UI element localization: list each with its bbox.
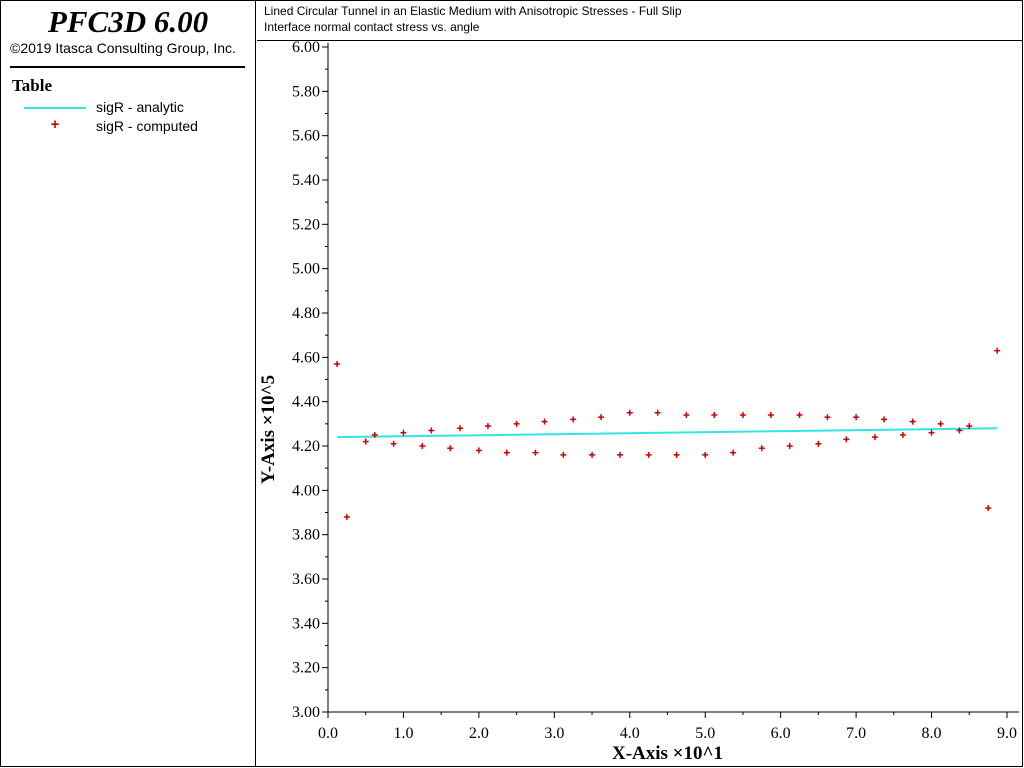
- y-tick-label-10: 5.00: [292, 261, 320, 278]
- series-computed: [334, 347, 1001, 520]
- data-point: [362, 438, 369, 445]
- chart-subtitle: Interface normal contact stress vs. angl…: [264, 20, 480, 34]
- data-point: [815, 440, 822, 447]
- y-tick-label-0: 3.00: [292, 704, 320, 721]
- data-point: [475, 447, 482, 454]
- x-tick-label-6: 6.0: [771, 725, 791, 742]
- y-tick-label-15: 6.00: [292, 39, 320, 56]
- data-point: [570, 416, 577, 423]
- x-tick-label-1: 1.0: [393, 725, 413, 742]
- chart-header: Lined Circular Tunnel in an Elastic Medi…: [257, 0, 1023, 41]
- data-point: [541, 418, 548, 425]
- data-point: [673, 451, 680, 458]
- legend-label-computed: sigR - computed: [96, 118, 198, 134]
- data-point: [937, 420, 944, 427]
- x-tick-label-2: 2.0: [469, 725, 489, 742]
- y-tick-label-12: 5.40: [292, 172, 320, 189]
- data-point: [824, 414, 831, 421]
- data-point: [928, 429, 935, 436]
- x-tick-label-0: 0.0: [318, 725, 338, 742]
- y-tick-label-4: 3.80: [292, 527, 320, 544]
- series-analytic: [337, 427, 998, 439]
- data-point: [899, 431, 906, 438]
- data-point: [871, 434, 878, 441]
- y-tick-label-11: 5.20: [292, 216, 320, 233]
- x-tick-label-8: 8.0: [922, 725, 942, 742]
- data-point: [654, 409, 661, 416]
- x-tick-label-5: 5.0: [695, 725, 715, 742]
- y-tick-label-5: 4.00: [292, 482, 320, 499]
- data-point: [711, 411, 718, 418]
- data-point: [532, 449, 539, 456]
- data-point: [457, 425, 464, 432]
- data-point: [626, 409, 633, 416]
- x-axis-label: X-Axis ×10^1: [612, 743, 723, 764]
- legend-label-analytic: sigR - analytic: [96, 99, 184, 115]
- axes: 3.00 3.20 3.40 3.60 3.80 4.00 4.20 4.40 4.60 4.80…: [258, 39, 1019, 764]
- data-point: [428, 427, 435, 434]
- data-point: [589, 451, 596, 458]
- data-point: [739, 411, 746, 418]
- chart-title: Lined Circular Tunnel in an Elastic Medi…: [264, 4, 682, 18]
- y-tick-label-7: 4.40: [292, 394, 320, 411]
- analytic-line: [337, 427, 998, 439]
- data-point: [343, 513, 350, 520]
- y-tick-label-8: 4.60: [292, 349, 320, 366]
- line-icon: [24, 107, 86, 109]
- data-point: [966, 423, 973, 430]
- data-point: [758, 445, 765, 452]
- data-point: [767, 411, 774, 418]
- panel-divider: [10, 66, 245, 68]
- data-point: [334, 360, 341, 367]
- y-tick-label-14: 5.80: [292, 83, 320, 100]
- data-point: [786, 443, 793, 449]
- data-point: [371, 431, 378, 438]
- data-point: [400, 429, 407, 436]
- data-point: [419, 443, 426, 449]
- y-axis-label: Y-Axis ×10^5: [258, 375, 279, 484]
- y-tick-label-13: 5.60: [292, 128, 320, 145]
- x-tick-label-7: 7.0: [846, 725, 866, 742]
- data-point: [796, 411, 803, 418]
- legend-title: Table: [12, 76, 53, 95]
- data-point: [513, 420, 520, 427]
- data-point: [956, 427, 963, 434]
- data-point: [730, 449, 737, 456]
- y-tick-label-6: 4.20: [292, 438, 320, 455]
- plus-marker-icon: +: [50, 116, 60, 133]
- data-point: [390, 440, 397, 447]
- x-tick-label-9: 9.0: [997, 725, 1017, 742]
- data-point: [503, 449, 510, 456]
- data-point: [843, 436, 850, 443]
- legend-panel: PFC3D 6.00 ©2019 Itasca Consulting Group…: [0, 0, 256, 767]
- data-point: [853, 414, 860, 421]
- data-point: [994, 347, 1001, 354]
- data-point: [909, 418, 916, 425]
- x-tick-label-3: 3.0: [544, 725, 564, 742]
- y-tick-label-3: 3.60: [292, 571, 320, 588]
- data-point: [447, 445, 454, 452]
- x-tick-label-4: 4.0: [620, 725, 640, 742]
- y-tick-label-9: 4.80: [292, 305, 320, 322]
- data-point: [598, 414, 605, 421]
- data-point: [484, 423, 491, 430]
- data-point: [683, 411, 690, 418]
- data-point: [702, 451, 709, 458]
- data-point: [985, 505, 992, 512]
- y-tick-label-1: 3.20: [292, 660, 320, 677]
- copyright-text: ©2019 Itasca Consulting Group, Inc.: [10, 40, 236, 56]
- data-point: [881, 416, 888, 423]
- data-point: [560, 451, 567, 458]
- data-point: [645, 451, 652, 458]
- app-title: PFC3D 6.00: [47, 4, 209, 39]
- y-tick-label-2: 3.40: [292, 615, 320, 632]
- data-point: [616, 451, 623, 458]
